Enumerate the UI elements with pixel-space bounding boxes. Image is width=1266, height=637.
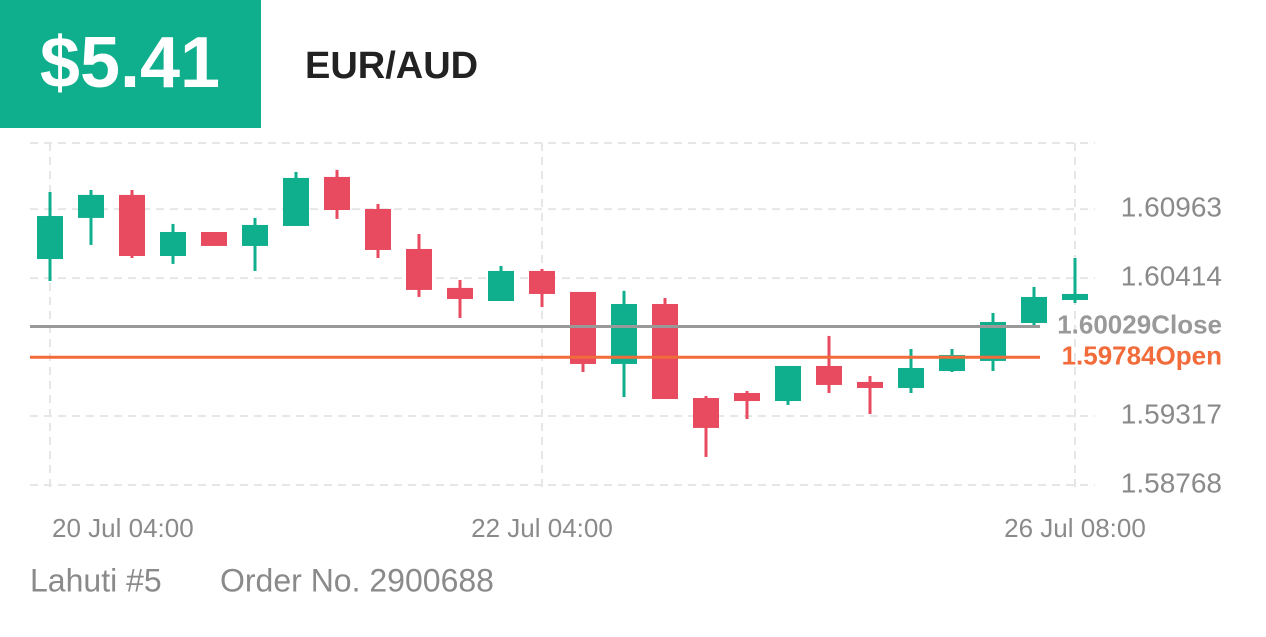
candle-body [611, 304, 637, 364]
candle-body [283, 177, 309, 226]
price-line-label: 1.60029Close [1057, 309, 1222, 339]
y-tick-label: 1.59317 [1121, 398, 1222, 429]
candle-body [406, 248, 432, 290]
candle-body [78, 194, 104, 218]
candle-body [693, 398, 719, 428]
candle-body [652, 304, 678, 400]
candle-body [529, 270, 555, 294]
candle-body [324, 176, 350, 210]
y-tick-label: 1.58768 [1121, 467, 1222, 498]
candle-body [1021, 296, 1047, 323]
candle-body [857, 381, 883, 388]
candle-body [37, 216, 63, 260]
badge: $5.41 [40, 23, 220, 103]
price-line-label: 1.59784Open [1062, 340, 1222, 370]
x-tick-label: 22 Jul 04:00 [471, 513, 613, 543]
price-line-name: Open [1156, 340, 1222, 370]
candle-body [160, 231, 186, 256]
candle-body [939, 355, 965, 371]
footer-order: Order No. 2900688 [220, 562, 494, 598]
candle-body [119, 194, 145, 256]
candle-body [447, 287, 473, 299]
price-line-name: Close [1151, 309, 1222, 339]
candle-body [816, 365, 842, 385]
y-tick-label: 1.60414 [1121, 261, 1222, 292]
footer-account: Lahuti #5 [30, 562, 162, 598]
price-line-value: 1.60029 [1057, 309, 1151, 339]
candle-body [365, 208, 391, 250]
candle-body [201, 231, 227, 246]
candle-body [242, 224, 268, 246]
candle-body [1062, 293, 1088, 300]
y-tick-label: 1.60963 [1121, 192, 1222, 223]
candle-body [980, 321, 1006, 361]
candle-body [734, 392, 760, 402]
x-tick-label: 26 Jul 08:00 [1004, 513, 1146, 543]
candle-body [898, 367, 924, 388]
badge-bg [0, 0, 261, 128]
x-tick-label: 20 Jul 04:00 [52, 513, 194, 543]
candle-body [488, 270, 514, 301]
chart-title: EUR/AUD [305, 45, 478, 87]
candle-body [775, 365, 801, 402]
price-line-value: 1.59784 [1062, 340, 1157, 370]
